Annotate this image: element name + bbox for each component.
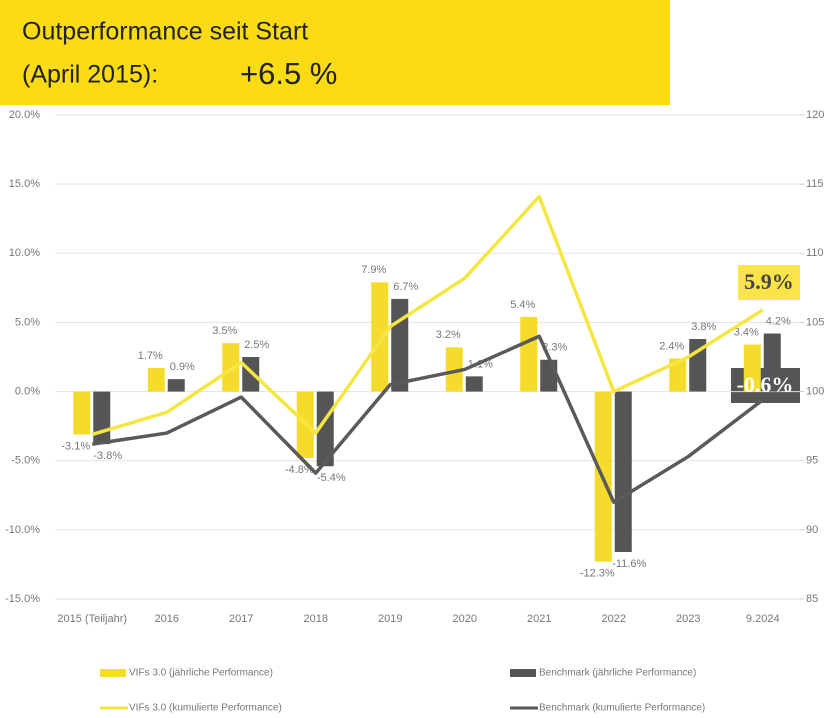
x-tick-label: 2015 (Teiljahr) <box>57 613 127 625</box>
y-tick-label: 20.0% <box>9 109 40 121</box>
data-label: 7.9% <box>361 264 386 276</box>
data-label: 3.8% <box>691 321 716 333</box>
data-label: 4.2% <box>766 315 791 327</box>
data-label: -11.6% <box>612 558 646 570</box>
data-label: 3.5% <box>212 325 237 337</box>
legend-swatch <box>100 669 126 677</box>
banner-box <box>0 0 670 105</box>
y-tick-label: 0.0% <box>15 385 40 397</box>
line <box>91 334 764 504</box>
data-label: -3.1% <box>61 440 90 452</box>
banner-subtitle: (April 2015): <box>22 61 158 89</box>
data-label: 6.7% <box>393 281 418 293</box>
x-tick-label: 2016 <box>155 613 179 625</box>
y2-tick-label: 100 <box>806 385 824 397</box>
x-tick-label: 2018 <box>304 613 328 625</box>
data-label: 2.5% <box>244 339 269 351</box>
bar <box>242 357 260 392</box>
y2-tick-label: 85 <box>806 593 818 605</box>
data-label: -4.8% <box>285 464 314 476</box>
banner-value: +6.5 % <box>240 56 337 91</box>
bar <box>445 347 463 392</box>
legend-label: Benchmark (jährliche Performance) <box>539 668 696 679</box>
x-tick-label: 9.2024 <box>746 613 780 625</box>
data-label: 0.9% <box>170 361 195 373</box>
y2-tick-label: 110 <box>806 247 824 259</box>
data-label: -12.3% <box>580 568 615 580</box>
y2-tick-label: 120 <box>806 109 824 121</box>
annotation: 5.9% <box>744 269 794 294</box>
x-tick-label: 2020 <box>453 613 477 625</box>
bar <box>371 282 389 392</box>
x-tick-label: 2021 <box>527 613 551 625</box>
y-tick-label: 10.0% <box>9 247 40 259</box>
bar <box>167 379 185 392</box>
data-label: 1.7% <box>138 350 163 362</box>
x-tick-label: 2017 <box>229 613 253 625</box>
bar <box>465 376 483 392</box>
data-label: 2.4% <box>659 340 684 352</box>
data-label: -3.8% <box>93 450 122 462</box>
x-tick-label: 2019 <box>378 613 402 625</box>
data-label: -5.4% <box>317 472 346 484</box>
y2-tick-label: 95 <box>806 455 818 467</box>
bar <box>540 359 558 392</box>
bar <box>93 391 111 445</box>
legend-label: Benchmark (kumulierte Performance) <box>539 703 705 714</box>
y2-tick-label: 115 <box>806 178 824 190</box>
data-label: 3.2% <box>436 329 461 341</box>
data-label: 5.4% <box>510 299 535 311</box>
bar <box>743 344 761 392</box>
annotation: -0.6% <box>737 372 794 397</box>
data-label: 3.4% <box>734 326 759 338</box>
line <box>91 194 764 437</box>
data-label: 2.3% <box>542 342 567 354</box>
bar <box>391 298 409 392</box>
banner-title: Outperformance seit Start <box>22 18 308 46</box>
y-tick-label: -5.0% <box>11 455 40 467</box>
y2-tick-label: 90 <box>806 524 818 536</box>
bar <box>147 368 165 392</box>
y-tick-label: 5.0% <box>15 316 40 328</box>
bar <box>222 343 240 392</box>
bar <box>73 391 91 435</box>
legend-label: VIFs 3.0 (kumulierte Performance) <box>129 703 282 714</box>
annotation-box <box>738 265 800 300</box>
bar <box>520 316 538 392</box>
y2-tick-label: 105 <box>806 316 824 328</box>
y-tick-label: -10.0% <box>5 524 40 536</box>
bar <box>614 391 632 552</box>
bar <box>669 358 687 392</box>
y-tick-label: 15.0% <box>9 178 40 190</box>
x-tick-label: 2023 <box>676 613 700 625</box>
x-tick-label: 2022 <box>602 613 626 625</box>
bar <box>763 333 781 392</box>
y-tick-label: -15.0% <box>5 593 40 605</box>
bar <box>316 391 334 467</box>
legend-swatch <box>510 669 536 677</box>
legend-label: VIFs 3.0 (jährliche Performance) <box>129 668 273 679</box>
